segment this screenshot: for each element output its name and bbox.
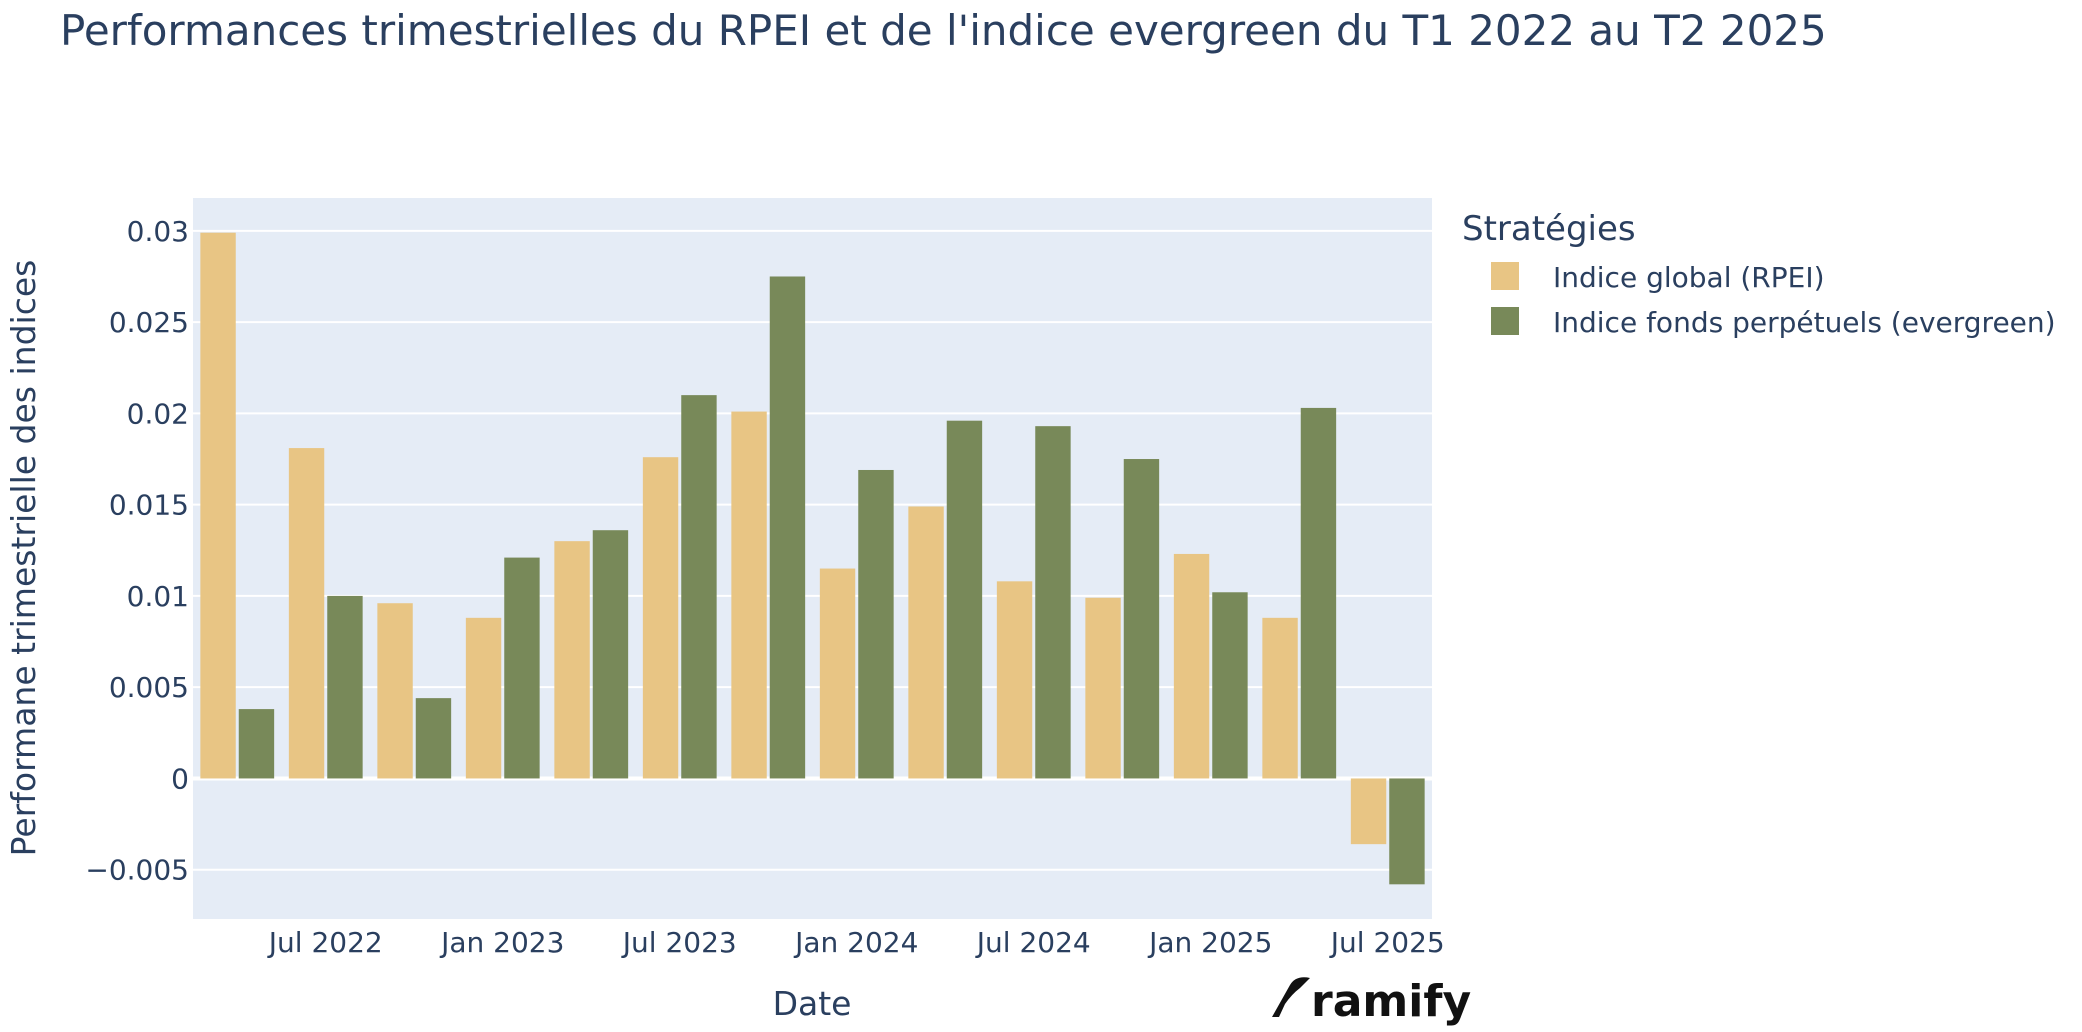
plot-area <box>193 198 1432 919</box>
bar-rpei-4[interactable] <box>465 617 502 779</box>
bar-evergreen-4[interactable] <box>504 557 540 779</box>
bar-rpei-10[interactable] <box>996 581 1033 779</box>
bar-evergreen-14[interactable] <box>1389 778 1425 885</box>
x-tick-label: Jan 2023 <box>439 926 564 959</box>
legend-label-rpei[interactable]: Indice global (RPEI) <box>1553 261 1825 294</box>
legend-title: Stratégies <box>1462 209 1636 249</box>
x-axis-title: Date <box>773 984 852 1023</box>
y-tick-label: 0.025 <box>109 306 189 339</box>
bar-rpei-1[interactable] <box>200 232 236 779</box>
y-tick-label: 0.01 <box>127 580 189 613</box>
bar-evergreen-12[interactable] <box>1212 592 1248 779</box>
bar-evergreen-1[interactable] <box>238 709 275 779</box>
bar-evergreen-3[interactable] <box>415 698 452 779</box>
x-axis-ticks: Jul 2022 Jan 2023 Jul 2023 Jan 2024 Jul 2024… <box>267 926 1445 959</box>
bar-evergreen-6[interactable] <box>681 395 717 779</box>
bar-evergreen-5[interactable] <box>592 530 629 779</box>
ramify-logo: ramify <box>1272 976 1471 1027</box>
y-tick-label: 0.015 <box>109 489 189 522</box>
bar-rpei-3[interactable] <box>377 603 413 779</box>
bar-rpei-11[interactable] <box>1085 597 1121 779</box>
y-axis-ticks: −0.005 0 0.005 0.01 0.015 0.02 0.025 0.03 <box>85 215 189 887</box>
bar-evergreen-13[interactable] <box>1300 407 1337 779</box>
x-tick-label: Jul 2023 <box>621 926 737 959</box>
bar-rpei-13[interactable] <box>1262 617 1298 779</box>
bar-rpei-5[interactable] <box>554 541 590 779</box>
bars <box>200 232 1425 885</box>
y-axis-title: Performane trimestrielle des indices <box>4 260 43 857</box>
legend-label-evergreen[interactable]: Indice fonds perpétuels (evergreen) <box>1553 306 2056 339</box>
bar-rpei-2[interactable] <box>288 448 325 779</box>
legend[interactable]: Stratégies Indice global (RPEI) Indice f… <box>1462 209 2056 339</box>
y-tick-label: −0.005 <box>85 854 189 887</box>
bar-rpei-7[interactable] <box>731 411 767 779</box>
bar-rpei-6[interactable] <box>642 457 679 779</box>
bar-rpei-9[interactable] <box>908 506 944 779</box>
y-tick-label: 0.005 <box>109 671 189 704</box>
bar-evergreen-8[interactable] <box>858 469 894 779</box>
x-tick-label: Jul 2022 <box>267 926 383 959</box>
legend-swatch-evergreen[interactable] <box>1491 307 1519 335</box>
bar-rpei-8[interactable] <box>819 568 856 779</box>
legend-swatch-rpei[interactable] <box>1491 262 1519 290</box>
bar-rpei-12[interactable] <box>1173 553 1210 779</box>
bar-evergreen-9[interactable] <box>946 420 983 779</box>
chart-title: Performances trimestrielles du RPEI et d… <box>60 6 1827 55</box>
y-tick-label: 0.02 <box>127 397 189 430</box>
bar-evergreen-11[interactable] <box>1123 459 1160 779</box>
y-tick-label: 0 <box>171 762 189 795</box>
bar-rpei-14[interactable] <box>1350 778 1387 845</box>
x-tick-label: Jan 2024 <box>793 926 918 959</box>
logo-text: ramify <box>1311 976 1471 1027</box>
y-tick-label: 0.03 <box>127 215 189 248</box>
bar-evergreen-10[interactable] <box>1035 426 1071 779</box>
bar-evergreen-7[interactable] <box>769 276 806 779</box>
bar-evergreen-2[interactable] <box>327 595 363 779</box>
ramify-leaf-icon <box>1272 977 1310 1017</box>
x-tick-label: Jan 2025 <box>1147 926 1272 959</box>
x-tick-label: Jul 2024 <box>975 926 1091 959</box>
x-tick-label: Jul 2025 <box>1329 926 1445 959</box>
